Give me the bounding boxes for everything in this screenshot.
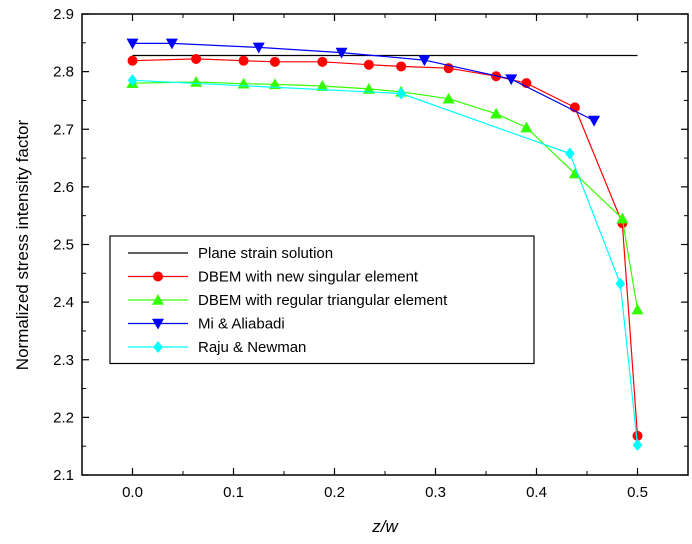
y-tick-label: 2.6 — [53, 179, 74, 196]
legend-entry: Plane strain solution — [128, 245, 333, 262]
data-point — [505, 74, 518, 86]
legend: Plane strain solution DBEM with new singu… — [109, 235, 535, 365]
data-point — [632, 439, 643, 452]
data-point — [520, 121, 533, 133]
data-point — [127, 55, 138, 66]
data-point — [616, 212, 629, 224]
legend-entry: DBEM with regular triangular element — [128, 292, 448, 309]
legend-label: Raju & Newman — [198, 339, 306, 356]
data-point — [631, 303, 644, 315]
data-point — [191, 53, 202, 64]
series-3 — [126, 38, 601, 127]
data-point — [418, 55, 431, 67]
data-point — [238, 55, 249, 66]
legend-entry: DBEM with new singular element — [128, 269, 419, 286]
legend-entry: Mi & Aliabadi — [128, 316, 285, 333]
x-tick-label: 0.0 — [122, 484, 143, 501]
data-point — [165, 38, 178, 50]
legend-swatch-marker — [153, 271, 163, 282]
data-point — [126, 38, 139, 50]
x-tick-label: 0.1 — [223, 484, 244, 501]
data-point — [490, 107, 503, 119]
data-point — [252, 42, 265, 54]
data-point — [615, 277, 626, 290]
x-tick-label: 0.3 — [425, 484, 446, 501]
x-axis-title: z/w — [371, 517, 399, 536]
legend-swatch-marker — [152, 294, 164, 305]
series-4 — [127, 74, 643, 452]
legend-swatch-marker — [153, 341, 163, 353]
x-tick-label: 0.4 — [526, 484, 547, 501]
data-point — [335, 47, 348, 59]
data-point — [127, 74, 138, 87]
y-axis-title: Normalized stress intensity factor — [13, 119, 32, 370]
data-point — [588, 115, 601, 127]
data-point — [190, 75, 203, 87]
data-point — [396, 87, 406, 100]
y-tick-label: 2.9 — [53, 6, 74, 23]
data-point — [269, 56, 280, 67]
y-tick-label: 2.2 — [53, 409, 74, 426]
axes: 0.0 0.1 0.2 0.3 0.4 0.5 2.1 2.2 2.3 2.4 2.5 2.6 2.7 2… — [53, 6, 688, 501]
y-tick-label: 2.4 — [53, 294, 74, 311]
x-tick-label: 0.2 — [324, 484, 345, 501]
data-point — [396, 61, 407, 72]
data-point — [632, 430, 643, 441]
data-point — [442, 92, 455, 104]
data-point — [268, 78, 281, 90]
legend-label: DBEM with regular triangular element — [198, 292, 448, 309]
y-tick-label: 2.7 — [53, 121, 74, 138]
legend-label: DBEM with new singular element — [198, 269, 419, 286]
data-point — [565, 147, 575, 160]
legend-label: Mi & Aliabadi — [198, 316, 285, 333]
legend-entry: Raju & Newman — [128, 339, 306, 356]
y-tick-label: 2.8 — [53, 64, 74, 81]
data-point — [363, 59, 374, 70]
legend-swatch-marker — [152, 318, 164, 330]
data-point — [317, 56, 328, 67]
legend-label: Plane strain solution — [198, 245, 333, 262]
x-tick-label: 0.5 — [627, 484, 648, 501]
y-tick-label: 2.1 — [53, 467, 74, 484]
series-layer — [126, 38, 644, 452]
data-point — [362, 82, 375, 94]
data-point — [316, 80, 329, 91]
y-tick-label: 2.3 — [53, 352, 74, 369]
y-tick-label: 2.5 — [53, 237, 74, 254]
